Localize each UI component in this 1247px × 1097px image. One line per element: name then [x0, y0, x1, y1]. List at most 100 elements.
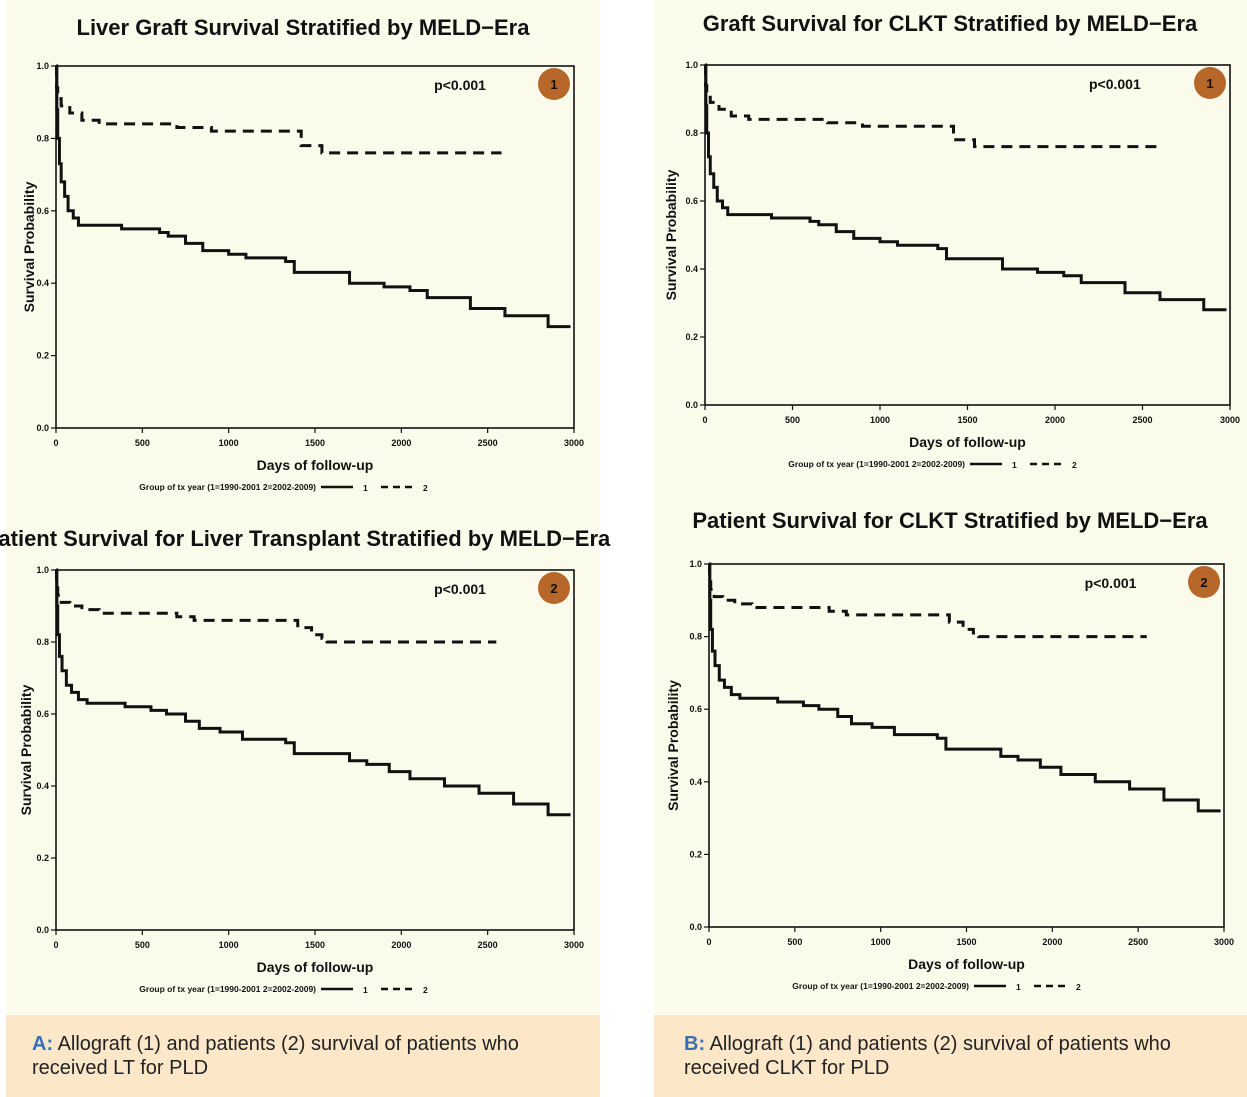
- x-tick-label: 500: [787, 937, 802, 947]
- p-value-label: p<0.001: [1085, 575, 1137, 591]
- y-tick-label: 0.0: [689, 922, 702, 932]
- caption-b-text: Allograft (1) and patients (2) survival …: [684, 1033, 1171, 1079]
- caption-a-text: Allograft (1) and patients (2) survival …: [32, 1033, 519, 1079]
- y-tick-label: 0.8: [685, 128, 698, 138]
- legend-label-1: 1: [1016, 982, 1021, 992]
- caption-a: A: Allograft (1) and patients (2) surviv…: [6, 1015, 600, 1097]
- x-tick-label: 1500: [957, 415, 977, 425]
- chart-title: Liver Graft Survival Stratified by MELD−…: [77, 15, 531, 40]
- x-tick-label: 3000: [1214, 937, 1234, 947]
- y-tick-label: 0.2: [685, 332, 698, 342]
- y-tick-label: 0.8: [689, 632, 702, 642]
- right-column-background: [654, 0, 1247, 1014]
- plot-frame: [708, 563, 1225, 928]
- panel-number-badge-label: 1: [1206, 76, 1213, 91]
- x-tick-label: 2000: [1042, 937, 1062, 947]
- x-tick-label: 2000: [1045, 415, 1065, 425]
- y-tick-label: 1.0: [36, 61, 49, 71]
- panel-number-badge-label: 2: [1200, 575, 1207, 590]
- panel-number-badge: [1188, 566, 1220, 598]
- plot-frame: [704, 64, 1231, 406]
- y-tick-label: 1.0: [685, 60, 698, 70]
- x-tick-label: 500: [135, 940, 150, 950]
- x-tick-label: 0: [702, 415, 707, 425]
- series-line-1: [708, 562, 1221, 813]
- p-value-label: p<0.001: [434, 581, 486, 597]
- x-tick-label: 3000: [564, 940, 584, 950]
- legend-title: Group of tx year (1=1990-2001 2=2002-200…: [139, 984, 316, 994]
- y-tick-label: 0.2: [36, 853, 49, 863]
- series-line-1: [55, 64, 571, 329]
- series-line-2: [55, 568, 497, 644]
- x-axis-title: Days of follow-up: [257, 959, 374, 975]
- caption-a-letter: A:: [32, 1033, 54, 1055]
- y-tick-label: 0.8: [36, 133, 49, 143]
- x-tick-label: 2000: [391, 438, 411, 448]
- p-value-label: p<0.001: [1089, 76, 1141, 92]
- panel-number-badge: [1194, 67, 1226, 99]
- caption-b: B: Allograft (1) and patients (2) surviv…: [654, 1015, 1247, 1097]
- chart-svg: Patient Survival for Liver Transplant St…: [0, 526, 611, 995]
- x-tick-label: 0: [53, 940, 58, 950]
- y-tick-label: 0.0: [685, 400, 698, 410]
- legend-label-1: 1: [363, 483, 368, 493]
- x-tick-label: 1500: [956, 937, 976, 947]
- x-tick-label: 1000: [871, 937, 891, 947]
- chart-panel-clkt-patient: Patient Survival for CLKT Stratified by …: [654, 495, 1247, 1015]
- x-tick-label: 0: [53, 438, 58, 448]
- legend-label-2: 2: [423, 985, 428, 995]
- x-tick-label: 500: [135, 438, 150, 448]
- legend-label-2: 2: [1072, 460, 1077, 470]
- x-axis-title: Days of follow-up: [908, 956, 1025, 972]
- chart-panel-clkt-graft: Graft Survival for CLKT Stratified by ME…: [654, 0, 1247, 495]
- panel-number-badge: [538, 572, 570, 604]
- y-tick-label: 0.0: [36, 925, 49, 935]
- legend-title: Group of tx year (1=1990-2001 2=2002-200…: [139, 482, 316, 492]
- y-tick-label: 0.4: [689, 777, 702, 787]
- series-line-2: [708, 562, 1147, 639]
- y-tick-label: 0.6: [689, 704, 702, 714]
- y-tick-label: 1.0: [689, 559, 702, 569]
- y-tick-label: 0.2: [36, 351, 49, 361]
- p-value-label: p<0.001: [434, 77, 486, 93]
- series-line-1: [704, 63, 1227, 312]
- y-axis-title: Survival Probability: [18, 684, 34, 815]
- chart-panel-liver-graft: Liver Graft Survival Stratified by MELD−…: [0, 0, 600, 510]
- series-line-1: [55, 568, 571, 817]
- plot-frame: [55, 65, 575, 429]
- chart-svg: Patient Survival for CLKT Stratified by …: [665, 508, 1234, 992]
- x-axis-title: Days of follow-up: [257, 457, 374, 473]
- x-tick-label: 1500: [305, 438, 325, 448]
- x-tick-label: 1000: [219, 940, 239, 950]
- y-tick-label: 0.6: [36, 206, 49, 216]
- legend-label-1: 1: [1012, 460, 1017, 470]
- chart-title: Patient Survival for CLKT Stratified by …: [692, 508, 1208, 533]
- chart-panel-liver-patient: Patient Survival for Liver Transplant St…: [0, 510, 611, 1015]
- x-axis-title: Days of follow-up: [909, 434, 1026, 450]
- x-tick-label: 0: [706, 937, 711, 947]
- y-axis-title: Survival Probability: [665, 680, 681, 811]
- y-axis-title: Survival Probability: [21, 181, 37, 312]
- x-tick-label: 1000: [219, 438, 239, 448]
- chart-title: Patient Survival for Liver Transplant St…: [0, 526, 611, 551]
- x-tick-label: 2500: [478, 438, 498, 448]
- legend-title: Group of tx year (1=1990-2001 2=2002-200…: [792, 981, 969, 991]
- x-tick-label: 2500: [478, 940, 498, 950]
- y-tick-label: 0.4: [685, 264, 698, 274]
- panel-number-badge-label: 2: [550, 581, 557, 596]
- legend-label-2: 2: [1076, 982, 1081, 992]
- series-line-2: [55, 64, 502, 155]
- caption-b-letter: B:: [684, 1033, 706, 1055]
- y-tick-label: 0.6: [36, 709, 49, 719]
- legend-label-2: 2: [423, 483, 428, 493]
- chart-svg: Graft Survival for CLKT Stratified by ME…: [663, 11, 1240, 470]
- x-tick-label: 3000: [564, 438, 584, 448]
- chart-title: Graft Survival for CLKT Stratified by ME…: [703, 11, 1198, 36]
- y-axis-title: Survival Probability: [663, 169, 679, 300]
- y-tick-label: 0.4: [36, 278, 49, 288]
- y-tick-label: 0.0: [36, 423, 49, 433]
- x-tick-label: 2000: [391, 940, 411, 950]
- x-tick-label: 500: [785, 415, 800, 425]
- x-tick-label: 2500: [1128, 937, 1148, 947]
- y-tick-label: 0.6: [685, 196, 698, 206]
